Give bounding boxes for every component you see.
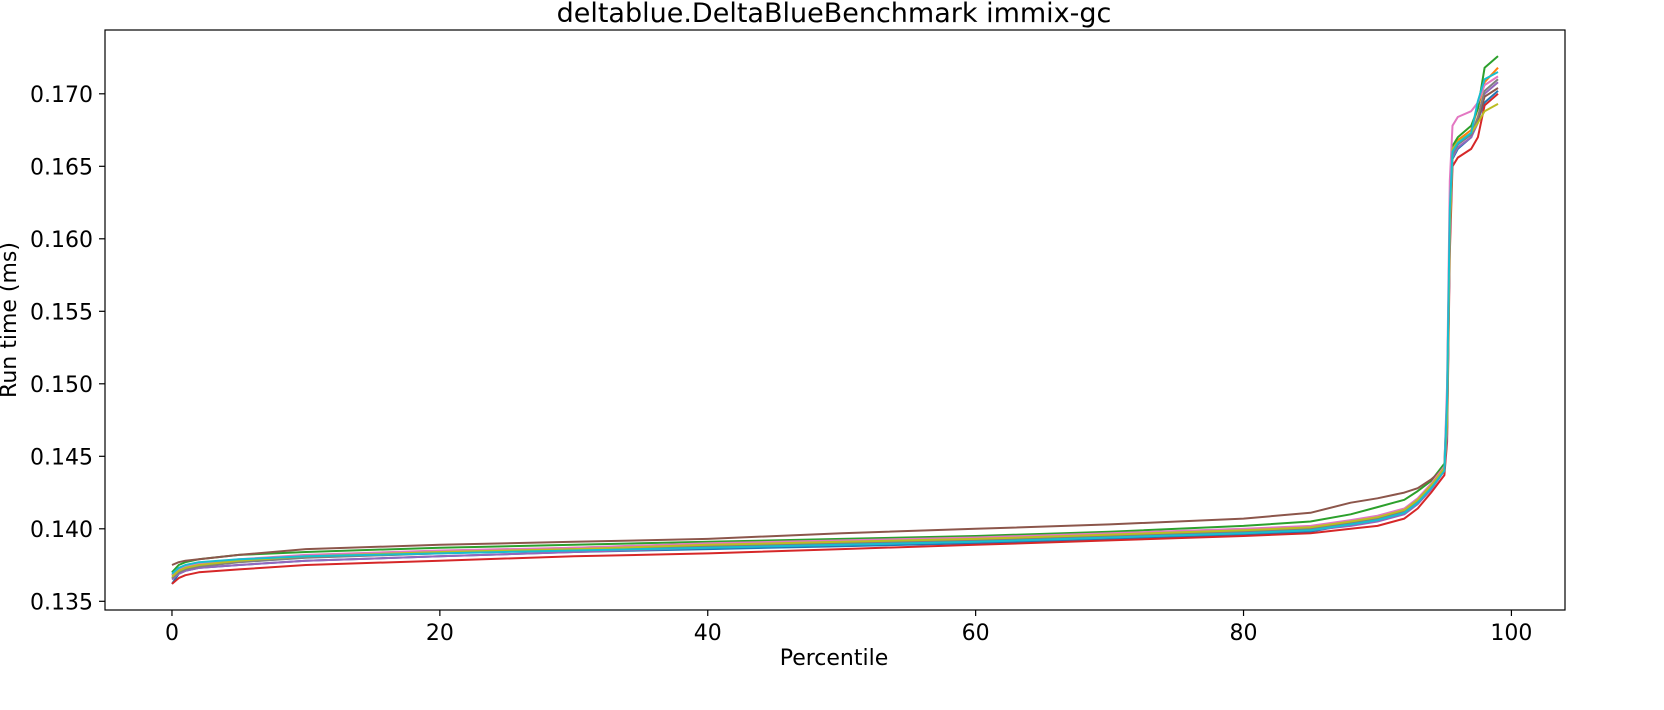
x-axis-label: Percentile [780,646,889,671]
x-axis: 0 20 40 60 80 100 [165,610,1532,646]
y-tick-label: 0.145 [30,445,93,470]
x-tick-label: 40 [694,621,722,646]
x-tick-label: 100 [1490,621,1532,646]
y-tick-label: 0.170 [30,83,93,108]
y-tick-label: 0.135 [30,590,93,615]
y-tick-label: 0.165 [30,155,93,180]
y-axis-label: Run time (ms) [0,242,22,398]
y-axis: 0.135 0.140 0.145 0.150 0.155 0.160 0.165 0.170 [30,83,105,615]
y-tick-label: 0.155 [30,300,93,325]
series-line-8 [171,78,1499,579]
y-tick-label: 0.160 [30,228,93,253]
chart-title: deltablue.DeltaBlueBenchmark immix-gc [557,0,1112,29]
series-line-10 [171,71,1499,575]
x-tick-label: 0 [165,621,179,646]
x-tick-label: 80 [1230,621,1258,646]
series-layer [171,55,1499,585]
x-tick-label: 60 [962,621,990,646]
y-tick-label: 0.140 [30,518,93,543]
y-tick-label: 0.150 [30,373,93,398]
series-line-4 [171,93,1499,585]
series-line-3 [171,55,1499,573]
plot-frame [104,29,1566,611]
x-tick-label: 20 [426,621,454,646]
